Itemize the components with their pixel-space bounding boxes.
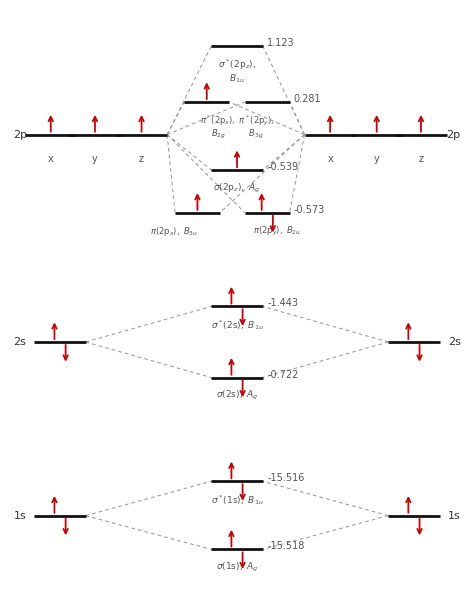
Text: 2p: 2p bbox=[447, 130, 461, 139]
Text: $\sigma^*(1\mathrm{s}),\ B_{1u}$: $\sigma^*(1\mathrm{s}),\ B_{1u}$ bbox=[210, 493, 264, 507]
Text: 2s: 2s bbox=[13, 337, 27, 347]
Text: z: z bbox=[139, 154, 144, 164]
Text: 2p: 2p bbox=[13, 130, 27, 139]
Text: x: x bbox=[327, 154, 333, 164]
Text: $\sigma(1\mathrm{s}),\ A_g$: $\sigma(1\mathrm{s}),\ A_g$ bbox=[216, 561, 258, 575]
Text: -15.518: -15.518 bbox=[267, 542, 305, 552]
Text: 2s: 2s bbox=[447, 337, 461, 347]
Text: -0.722: -0.722 bbox=[267, 370, 299, 380]
Text: $\pi(2\mathrm{p}_x),\ B_{3u}$: $\pi(2\mathrm{p}_x),\ B_{3u}$ bbox=[150, 225, 198, 237]
Text: $B_{1u}$: $B_{1u}$ bbox=[229, 73, 245, 85]
Text: 1s: 1s bbox=[448, 511, 461, 520]
Text: $\sigma^*(2\mathrm{s}),\ B_{1u}$: $\sigma^*(2\mathrm{s}),\ B_{1u}$ bbox=[210, 319, 264, 332]
Text: $B_{2g}\qquad\quad B_{3g}$: $B_{2g}\qquad\quad B_{3g}$ bbox=[210, 128, 264, 141]
Text: 1.123: 1.123 bbox=[267, 38, 295, 47]
Text: -1.443: -1.443 bbox=[267, 299, 298, 308]
Text: y: y bbox=[92, 154, 98, 164]
Text: $\sigma(2\mathrm{p}_z),\ A_g$: $\sigma(2\mathrm{p}_z),\ A_g$ bbox=[213, 182, 261, 195]
Text: -0.539: -0.539 bbox=[267, 162, 299, 172]
Text: -15.516: -15.516 bbox=[267, 474, 305, 483]
Text: -0.573: -0.573 bbox=[294, 205, 325, 215]
Text: $\pi(2\mathrm{p}_y),\ B_{2u}$: $\pi(2\mathrm{p}_y),\ B_{2u}$ bbox=[253, 225, 301, 238]
Text: y: y bbox=[374, 154, 380, 164]
Text: z: z bbox=[419, 154, 423, 164]
Text: $\sigma^*(2\mathrm{p}_z),$: $\sigma^*(2\mathrm{p}_z),$ bbox=[218, 58, 256, 72]
Text: 0.281: 0.281 bbox=[294, 94, 321, 104]
Text: x: x bbox=[48, 154, 54, 164]
Text: $\pi^*(2\mathrm{p}_x),\ \pi^*(2\mathrm{p}_y),$: $\pi^*(2\mathrm{p}_x),\ \pi^*(2\mathrm{p… bbox=[200, 114, 274, 128]
Text: 1s: 1s bbox=[13, 511, 26, 520]
Text: $\sigma(2\mathrm{s}),\ A_g$: $\sigma(2\mathrm{s}),\ A_g$ bbox=[216, 389, 258, 403]
